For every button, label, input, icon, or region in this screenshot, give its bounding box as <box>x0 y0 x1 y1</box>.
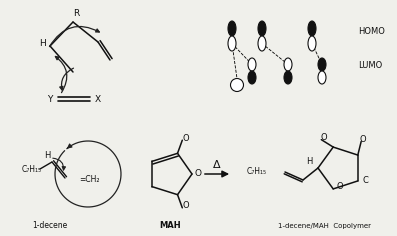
Text: R: R <box>73 9 79 18</box>
Text: MAH: MAH <box>159 222 181 231</box>
Ellipse shape <box>284 58 292 71</box>
Text: C: C <box>363 177 369 185</box>
Text: H: H <box>306 157 312 167</box>
Text: 1-decene/MAH  Copolymer: 1-decene/MAH Copolymer <box>279 223 372 229</box>
Text: C₇H₁₅: C₇H₁₅ <box>22 164 42 173</box>
Text: H: H <box>40 39 46 49</box>
Ellipse shape <box>308 36 316 51</box>
Ellipse shape <box>258 21 266 36</box>
Text: O: O <box>320 133 327 142</box>
Ellipse shape <box>308 21 316 36</box>
Text: Y: Y <box>47 94 53 104</box>
Text: O: O <box>337 182 343 191</box>
Ellipse shape <box>318 71 326 84</box>
Text: C₇H₁₅: C₇H₁₅ <box>247 168 267 177</box>
Text: O: O <box>182 134 189 143</box>
Text: Δ: Δ <box>213 160 221 170</box>
Text: O: O <box>182 201 189 210</box>
Ellipse shape <box>228 36 236 51</box>
Ellipse shape <box>318 58 326 71</box>
Ellipse shape <box>248 58 256 71</box>
Text: H: H <box>234 82 240 88</box>
Text: H: H <box>44 151 50 160</box>
Text: LUMO: LUMO <box>358 62 382 71</box>
Ellipse shape <box>228 21 236 36</box>
Text: O: O <box>195 169 202 178</box>
Ellipse shape <box>231 79 243 92</box>
Ellipse shape <box>258 36 266 51</box>
Ellipse shape <box>248 71 256 84</box>
Text: O: O <box>360 135 366 144</box>
Text: HOMO: HOMO <box>358 26 385 35</box>
Text: X: X <box>95 94 101 104</box>
Ellipse shape <box>284 71 292 84</box>
Text: =CH₂: =CH₂ <box>79 176 100 185</box>
Text: 1-decene: 1-decene <box>33 222 67 231</box>
